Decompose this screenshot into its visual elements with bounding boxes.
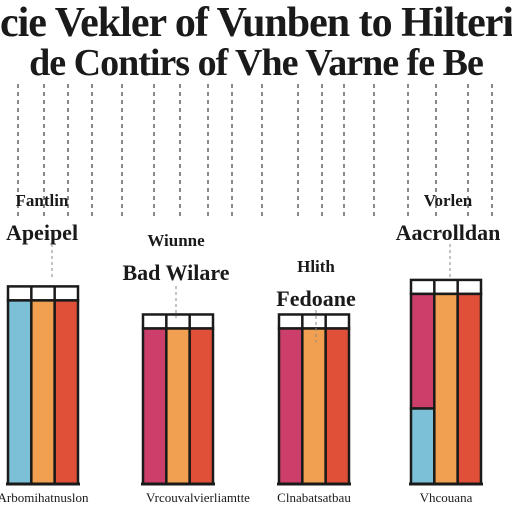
bar <box>165 327 191 486</box>
bar <box>277 327 304 486</box>
bar <box>301 327 327 486</box>
annotation-label: Hlith <box>297 257 335 276</box>
bar <box>456 292 483 486</box>
bar <box>30 299 56 486</box>
annotation-label: Fedoane <box>276 286 356 311</box>
bar-cap <box>141 313 215 330</box>
bar <box>409 292 436 410</box>
x-tick-label: Vhcouana <box>420 490 473 505</box>
bar-cap <box>277 313 351 330</box>
bar <box>141 327 168 486</box>
bar-cap <box>409 278 483 296</box>
title-line-1: cie Vekler of Vunben to Hilterie <box>0 0 512 46</box>
bar-cap <box>6 285 80 302</box>
bar <box>409 407 436 486</box>
annotation-label: Wiunne <box>147 231 205 250</box>
x-tick-label: Arbomihatnuslon <box>0 490 89 505</box>
annotation-label: Aacrolldan <box>396 220 501 245</box>
title-line-2: de Contirs of Vhe Varne fe Be <box>29 42 484 84</box>
bar <box>188 327 215 486</box>
bar <box>433 292 459 486</box>
bar <box>53 299 80 486</box>
annotation-label: Apeipel <box>6 220 78 245</box>
annotation-label: Bad Wilare <box>123 260 230 285</box>
annotation-label: Fantlin <box>16 191 69 210</box>
x-tick-label: Vrcouvalvierliamtte <box>146 490 250 505</box>
x-tick-label: Clnabatsatbau <box>277 490 351 505</box>
chart-title: cie Vekler of Vunben to Hilterie de Cont… <box>0 0 512 84</box>
annotation-label: Vorlen <box>424 191 473 210</box>
bar <box>324 327 351 486</box>
bar <box>6 299 33 486</box>
